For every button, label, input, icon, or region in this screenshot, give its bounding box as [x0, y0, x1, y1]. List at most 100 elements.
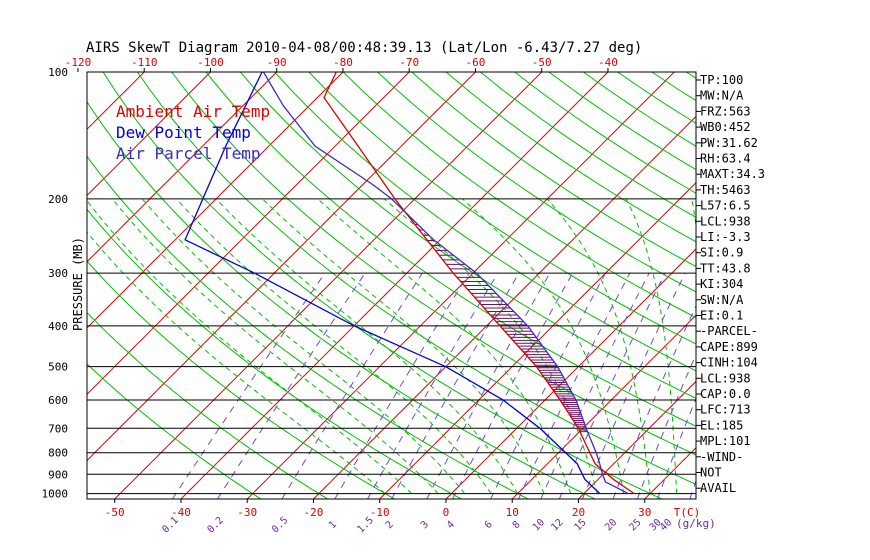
top-temp-tick-label: -40 — [598, 56, 618, 69]
stats-item: FRZ:563 — [700, 104, 751, 118]
mixing-ratio-tick-label: 1 — [327, 519, 339, 531]
moist-adiabat — [111, 198, 439, 494]
dry-adiabat — [136, 72, 696, 485]
top-temp-tick-label: -70 — [399, 56, 419, 69]
mixing-ratio-tick-label: 2 — [384, 519, 396, 531]
stats-item: -PARCEL- — [700, 324, 758, 338]
dry-adiabat — [87, 100, 596, 499]
stats-item: CAP:0.0 — [700, 387, 751, 401]
chart-title: AIRS SkewT Diagram 2010-04-08/00:48:39.1… — [86, 40, 642, 56]
dry-adiabat — [514, 72, 696, 194]
stats-item: SI:0.9 — [700, 246, 743, 260]
stats-item: CINH:104 — [700, 356, 758, 370]
moist-adiabat — [215, 198, 519, 494]
pressure-tick-label: 900 — [48, 468, 68, 481]
parcel-temp-line — [262, 72, 629, 495]
dry-adiabat — [205, 72, 696, 427]
mixing-ratio-line — [367, 272, 499, 499]
bottom-temp-tick-label: -40 — [171, 506, 191, 519]
stats-item: NOT — [700, 466, 722, 480]
pressure-tick-label: 300 — [48, 267, 68, 280]
stats-item: RH:63.4 — [700, 152, 751, 166]
pressure-tick-label: 500 — [48, 361, 68, 374]
dewpoint-line — [184, 72, 601, 495]
moist-adiabat — [462, 198, 625, 494]
moist-adiabat — [87, 231, 386, 494]
pressure-tick-label: 100 — [48, 66, 68, 79]
stats-item: SW:N/A — [700, 293, 744, 307]
mixing-ratio-tick-label: 40 — [658, 517, 674, 533]
bottom-temp-tick-label: -20 — [304, 506, 324, 519]
dry-adiabat — [87, 311, 328, 499]
top-temp-tick-label: -60 — [466, 56, 486, 69]
stats-item: MAXT:34.3 — [700, 167, 765, 181]
dry-adiabat — [755, 72, 870, 499]
dry-adiabat — [411, 72, 696, 268]
dry-adiabat — [87, 260, 395, 499]
pressure-tick-label: 1000 — [42, 488, 69, 501]
stats-item: TP:100 — [700, 73, 743, 87]
isotherm — [578, 380, 696, 499]
mixing-ratio-tick-label: 0.5 — [270, 515, 291, 536]
dry-adiabat — [87, 155, 529, 499]
isotherm — [511, 314, 696, 499]
stats-item: MPL:101 — [700, 434, 751, 448]
dry-adiabat — [87, 363, 262, 499]
bottom-temp-tick-label: 30 — [638, 506, 651, 519]
ambient-temp-line — [323, 72, 635, 495]
stats-item: EI:0.1 — [700, 309, 743, 323]
stats-item: -WIND- — [700, 450, 743, 464]
mixing-ratio-line — [391, 272, 520, 499]
mixing-ratio-line — [281, 272, 423, 499]
top-temp-tick-label: -80 — [333, 56, 353, 69]
isotherm — [246, 72, 675, 499]
background-grid — [87, 72, 870, 499]
moist-adiabat — [625, 198, 678, 494]
isotherm — [114, 72, 543, 499]
stats-item: EL:185 — [700, 418, 743, 432]
dry-adiabat — [377, 72, 696, 293]
mixing-ratio-line — [426, 272, 551, 499]
top-temp-tick-label: -110 — [131, 56, 158, 69]
stats-item: TT:43.8 — [700, 261, 751, 275]
top-temp-tick-label: -50 — [532, 56, 552, 69]
bottom-temp-tick-label: -30 — [237, 506, 257, 519]
mixing-ratio-unit-label: (g/kg) — [676, 517, 716, 530]
pressure-tick-label: 600 — [48, 394, 68, 407]
stats-item: LCL:938 — [700, 214, 751, 228]
profile-lines — [184, 72, 635, 495]
stats-item: PW:31.62 — [700, 136, 758, 150]
dry-adiabat — [87, 208, 462, 499]
top-temp-tick-label: -120 — [65, 56, 92, 69]
stats-item: CAPE:899 — [700, 340, 758, 354]
mixing-ratio-tick-label: 25 — [627, 517, 643, 533]
isotherm — [87, 72, 344, 329]
mixing-ratio-tick-label: 0.2 — [205, 515, 226, 536]
stats-item: TH:5463 — [700, 183, 751, 197]
bottom-temp-tick-label: 0 — [443, 506, 450, 519]
bottom-temp-tick-label: -10 — [370, 506, 390, 519]
stats-item: MW:N/A — [700, 89, 744, 103]
isotherm — [87, 72, 476, 462]
mixing-ratio-line — [540, 272, 650, 499]
legend-ambient: Ambient Air Temp — [116, 102, 270, 121]
bottom-temp-tick-label: -50 — [105, 506, 125, 519]
isotherm — [445, 248, 696, 499]
isotherm — [87, 72, 410, 395]
top-temp-tick-label: -90 — [267, 56, 287, 69]
stats-item: LCL:938 — [700, 371, 751, 385]
stats-item: LI:-3.3 — [700, 230, 751, 244]
plot-frame — [86, 71, 697, 500]
isotherm — [379, 181, 696, 499]
bottom-temp-tick-label: 20 — [572, 506, 585, 519]
mixing-ratio-tick-label: 20 — [603, 517, 619, 533]
mixing-ratio-tick-label: 4 — [445, 519, 457, 531]
mixing-ratio-line — [612, 304, 696, 499]
stats-item: AVAIL — [700, 481, 736, 495]
mixing-ratio-tick-label: 8 — [511, 519, 523, 531]
pressure-tick-label: 700 — [48, 422, 68, 435]
stats-item: KI:304 — [700, 277, 743, 291]
mixing-ratio-tick-label: 10 — [531, 517, 547, 533]
